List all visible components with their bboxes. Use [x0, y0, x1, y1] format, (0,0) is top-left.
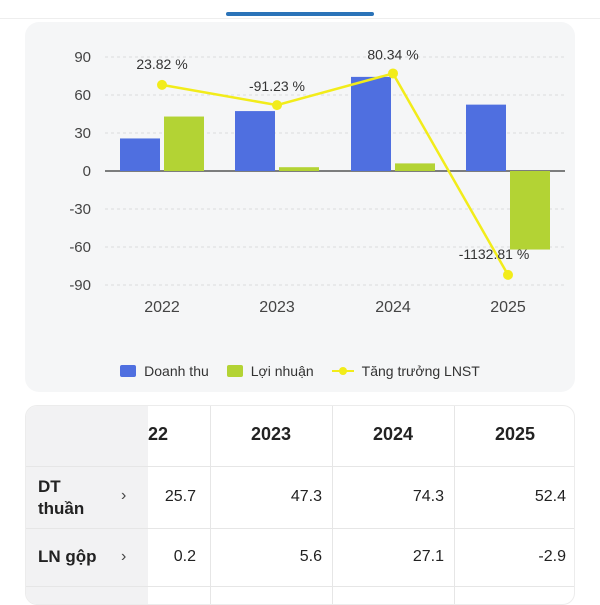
cell-2023: 5.6: [299, 548, 322, 565]
year-header-2025: 2025: [494, 424, 536, 444]
bar-profit: [164, 116, 204, 171]
y-tick-label: -60: [69, 239, 91, 256]
bar-profit: [510, 171, 550, 250]
bar-profit: [395, 163, 435, 171]
growth-point: [157, 79, 167, 90]
bar-profit: [279, 167, 319, 171]
cell-2024: 74.3: [412, 488, 444, 505]
data-label: 23.82 %: [136, 56, 187, 72]
growth-point: [272, 100, 282, 111]
cell-2022: 0.2: [173, 548, 196, 565]
financial-table: 22 2023 2024 2025 DT thuần › 25.7 47.3 7…: [25, 405, 575, 605]
combo-chart: 90 60 30 0 -30 -60 -90 2022 2023 2024 2025 23.82 % -…: [69, 46, 565, 316]
cell-2025: -2.9: [538, 548, 566, 565]
data-label: 80.34 %: [367, 46, 418, 62]
column-divider: [454, 406, 455, 604]
year-header-2022: 22: [148, 424, 169, 444]
growth-line: [161, 72, 510, 276]
legend-item-growth[interactable]: Tăng trưởng LNST: [331, 363, 480, 379]
row-title-line2: thuần: [38, 499, 85, 518]
growth-point: [503, 269, 513, 280]
legend-item-profit[interactable]: Lợi nhuận: [226, 363, 314, 379]
legend-label-growth: Tăng trưởng LNST: [361, 363, 480, 379]
legend-label-profit: Lợi nhuận: [250, 363, 314, 379]
bar-revenue: [235, 111, 275, 171]
x-tick-label: 2022: [144, 299, 180, 316]
row-divider: [26, 528, 574, 529]
top-divider: [0, 18, 600, 19]
legend-swatch-revenue: [120, 365, 137, 377]
growth-point: [388, 68, 398, 79]
chart-legend: Doanh thu Lợi nhuận Tăng trưởng LNST: [25, 360, 575, 382]
row-title-line1: LN gộp: [38, 547, 97, 566]
cell-2022: 25.7: [164, 488, 196, 505]
row-divider: [26, 586, 574, 587]
label-column: [26, 406, 148, 604]
bar-revenue: [351, 76, 391, 171]
row-divider: [26, 466, 574, 467]
legend-item-revenue[interactable]: Doanh thu: [120, 363, 209, 379]
data-label: -1132.81 %: [459, 246, 530, 262]
sheet-handle: [226, 12, 374, 16]
column-divider: [210, 406, 211, 604]
year-header-2023: 2023: [250, 424, 292, 444]
data-label: -91.23 %: [249, 78, 305, 94]
x-tick-label: 2024: [375, 299, 411, 316]
legend-label-revenue: Doanh thu: [144, 363, 209, 379]
bar-revenue: [466, 104, 506, 171]
chevron-right-icon[interactable]: ›: [121, 487, 127, 504]
x-tick-label: 2025: [490, 299, 526, 316]
y-tick-label: 0: [83, 163, 91, 180]
y-tick-label: 90: [74, 49, 91, 66]
y-tick-label: 30: [74, 125, 91, 142]
column-divider: [332, 406, 333, 604]
y-tick-label: 60: [74, 87, 91, 104]
cell-2023: 47.3: [290, 488, 322, 505]
bar-revenue: [120, 138, 160, 171]
cell-2024: 27.1: [412, 548, 444, 565]
cell-2025: 52.4: [534, 488, 566, 505]
y-tick-label: -30: [69, 201, 91, 218]
row-title-line1: DT: [38, 477, 61, 496]
x-tick-label: 2023: [259, 299, 295, 316]
year-header-2024: 2024: [372, 424, 414, 444]
legend-swatch-profit: [226, 365, 243, 377]
legend-swatch-growth: [331, 365, 354, 377]
chevron-right-icon[interactable]: ›: [121, 548, 127, 565]
y-tick-label: -90: [69, 277, 91, 294]
chart-card: 90 60 30 0 -30 -60 -90 2022 2023 2024 2025 23.82 % -…: [25, 22, 575, 392]
